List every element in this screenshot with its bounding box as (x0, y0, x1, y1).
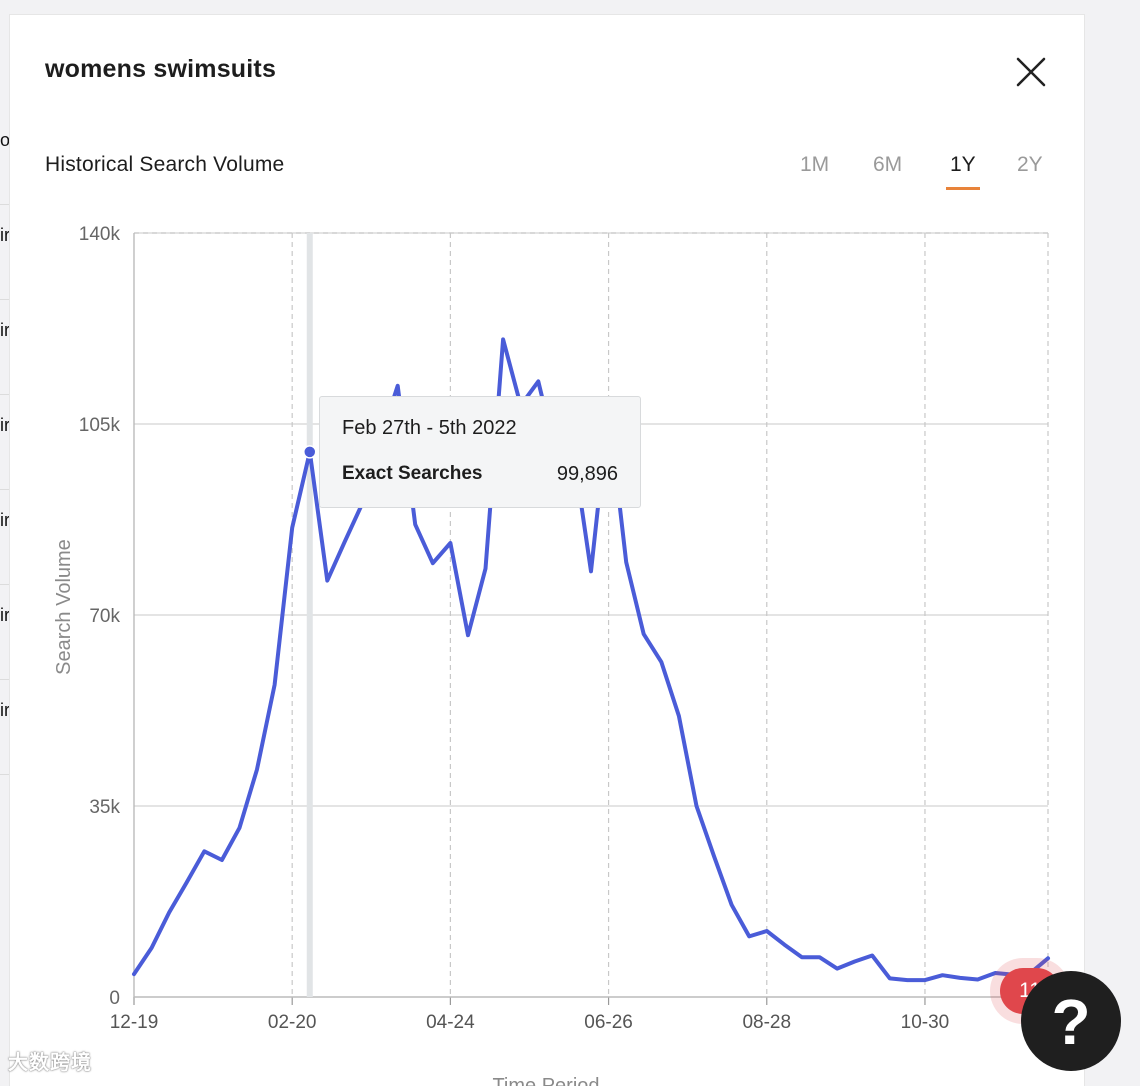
section-title: Historical Search Volume (45, 153, 285, 176)
x-tick-label: 02-20 (268, 1012, 317, 1033)
x-tick-label: 06-26 (584, 1012, 633, 1033)
tab-2y[interactable]: 2Y (1017, 153, 1043, 176)
background-row: ir (0, 680, 10, 775)
highlight-data-point (303, 445, 317, 459)
chart-tooltip: Feb 27th - 5th 2022 Exact Searches 99,89… (319, 396, 641, 508)
background-row: ir (0, 395, 10, 490)
tooltip-value: 99,896 (556, 463, 618, 485)
background-row: ir (0, 490, 10, 585)
background-row: ir (0, 300, 10, 395)
y-tick-label: 105k (79, 415, 121, 436)
x-tick-label: 04-24 (426, 1012, 475, 1033)
chart-axes: 0 35k 70k 105k 140k 12-19 02-20 04-24 06-26 08-28… (53, 224, 1048, 1086)
question-icon: ? (1051, 986, 1091, 1058)
tooltip-label: Exact Searches (342, 463, 483, 484)
y-tick-label: 70k (89, 606, 120, 627)
chart-series (132, 233, 1050, 997)
tooltip-date: Feb 27th - 5th 2022 (342, 417, 517, 439)
tab-1y[interactable]: 1Y (946, 153, 980, 190)
modal-title: womens swimsuits (45, 55, 277, 83)
y-axis-title: Search Volume (53, 539, 75, 675)
background-row: o (0, 110, 10, 205)
background-table: o ir ir ir ir ir ir (0, 110, 10, 810)
y-tick-label: 140k (79, 224, 121, 245)
hover-highlight-band (306, 233, 313, 997)
y-tick-label: 0 (109, 988, 120, 1009)
background-row: ir (0, 205, 10, 300)
keyword-detail-modal: womens swimsuits Historical Search Volum… (9, 14, 1085, 1086)
close-icon (1016, 57, 1046, 87)
help-button[interactable]: ? (1021, 971, 1121, 1071)
background-row: ir (0, 585, 10, 680)
x-tick-label: 08-28 (742, 1012, 791, 1033)
x-axis-title: Time Period (492, 1075, 599, 1086)
close-button[interactable] (1014, 55, 1048, 89)
x-tick-label: 12-19 (110, 1012, 159, 1033)
x-tick-label: 10-30 (901, 1012, 950, 1033)
y-tick-label: 35k (89, 797, 120, 818)
series-line-exact-searches (132, 337, 1050, 983)
tab-1m[interactable]: 1M (800, 153, 830, 176)
tab-6m[interactable]: 6M (873, 153, 903, 176)
watermark: 大数跨境 (8, 1052, 92, 1074)
time-range-tabs: 1M 6M 1Y 2Y (780, 153, 1060, 203)
chart-grid (134, 232, 1049, 997)
